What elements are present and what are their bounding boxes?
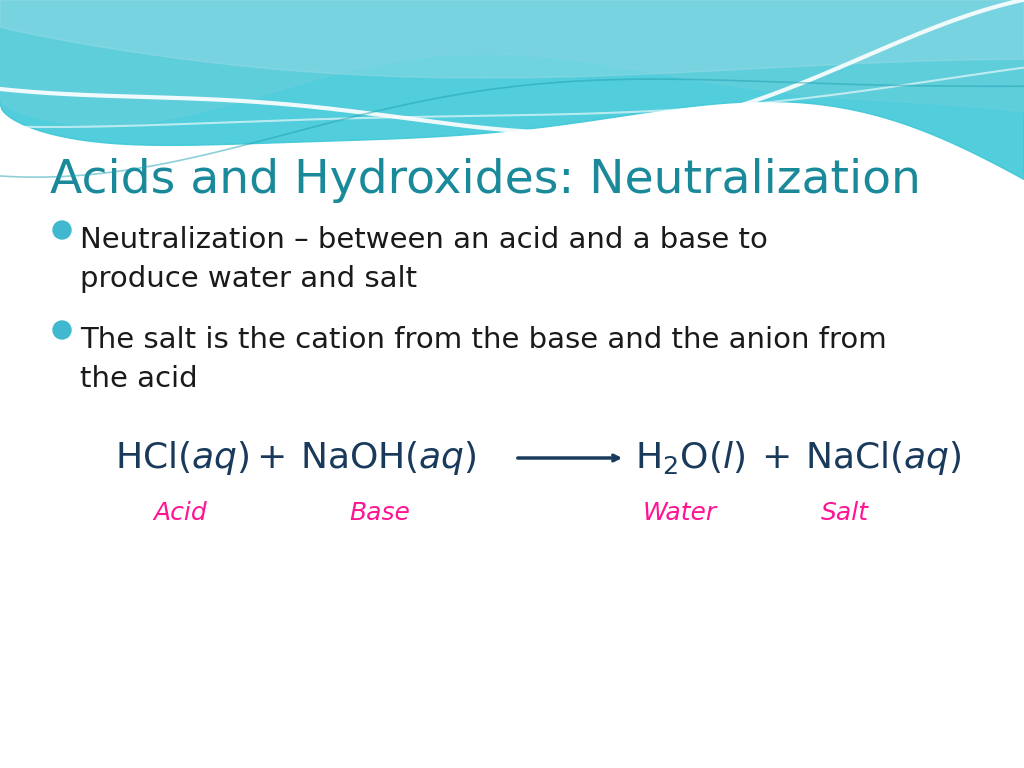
- Text: H$_2$O$(l)$: H$_2$O$(l)$: [635, 439, 745, 476]
- Text: $+$: $+$: [256, 441, 285, 475]
- Text: Water: Water: [643, 501, 717, 525]
- Text: NaOH$(aq)$: NaOH$(aq)$: [300, 439, 477, 477]
- Text: HCl$(aq)$: HCl$(aq)$: [115, 439, 250, 477]
- Circle shape: [53, 221, 71, 239]
- Text: $+$: $+$: [761, 441, 790, 475]
- Text: Neutralization – between an acid and a base to
produce water and salt: Neutralization – between an acid and a b…: [80, 226, 768, 293]
- Circle shape: [53, 321, 71, 339]
- Text: NaCl$(aq)$: NaCl$(aq)$: [805, 439, 962, 477]
- Text: Acids and Hydroxides: Neutralization: Acids and Hydroxides: Neutralization: [50, 158, 921, 203]
- Text: Acid: Acid: [154, 501, 207, 525]
- Text: Salt: Salt: [821, 501, 869, 525]
- Text: The salt is the cation from the base and the anion from
the acid: The salt is the cation from the base and…: [80, 326, 887, 393]
- Text: Base: Base: [349, 501, 411, 525]
